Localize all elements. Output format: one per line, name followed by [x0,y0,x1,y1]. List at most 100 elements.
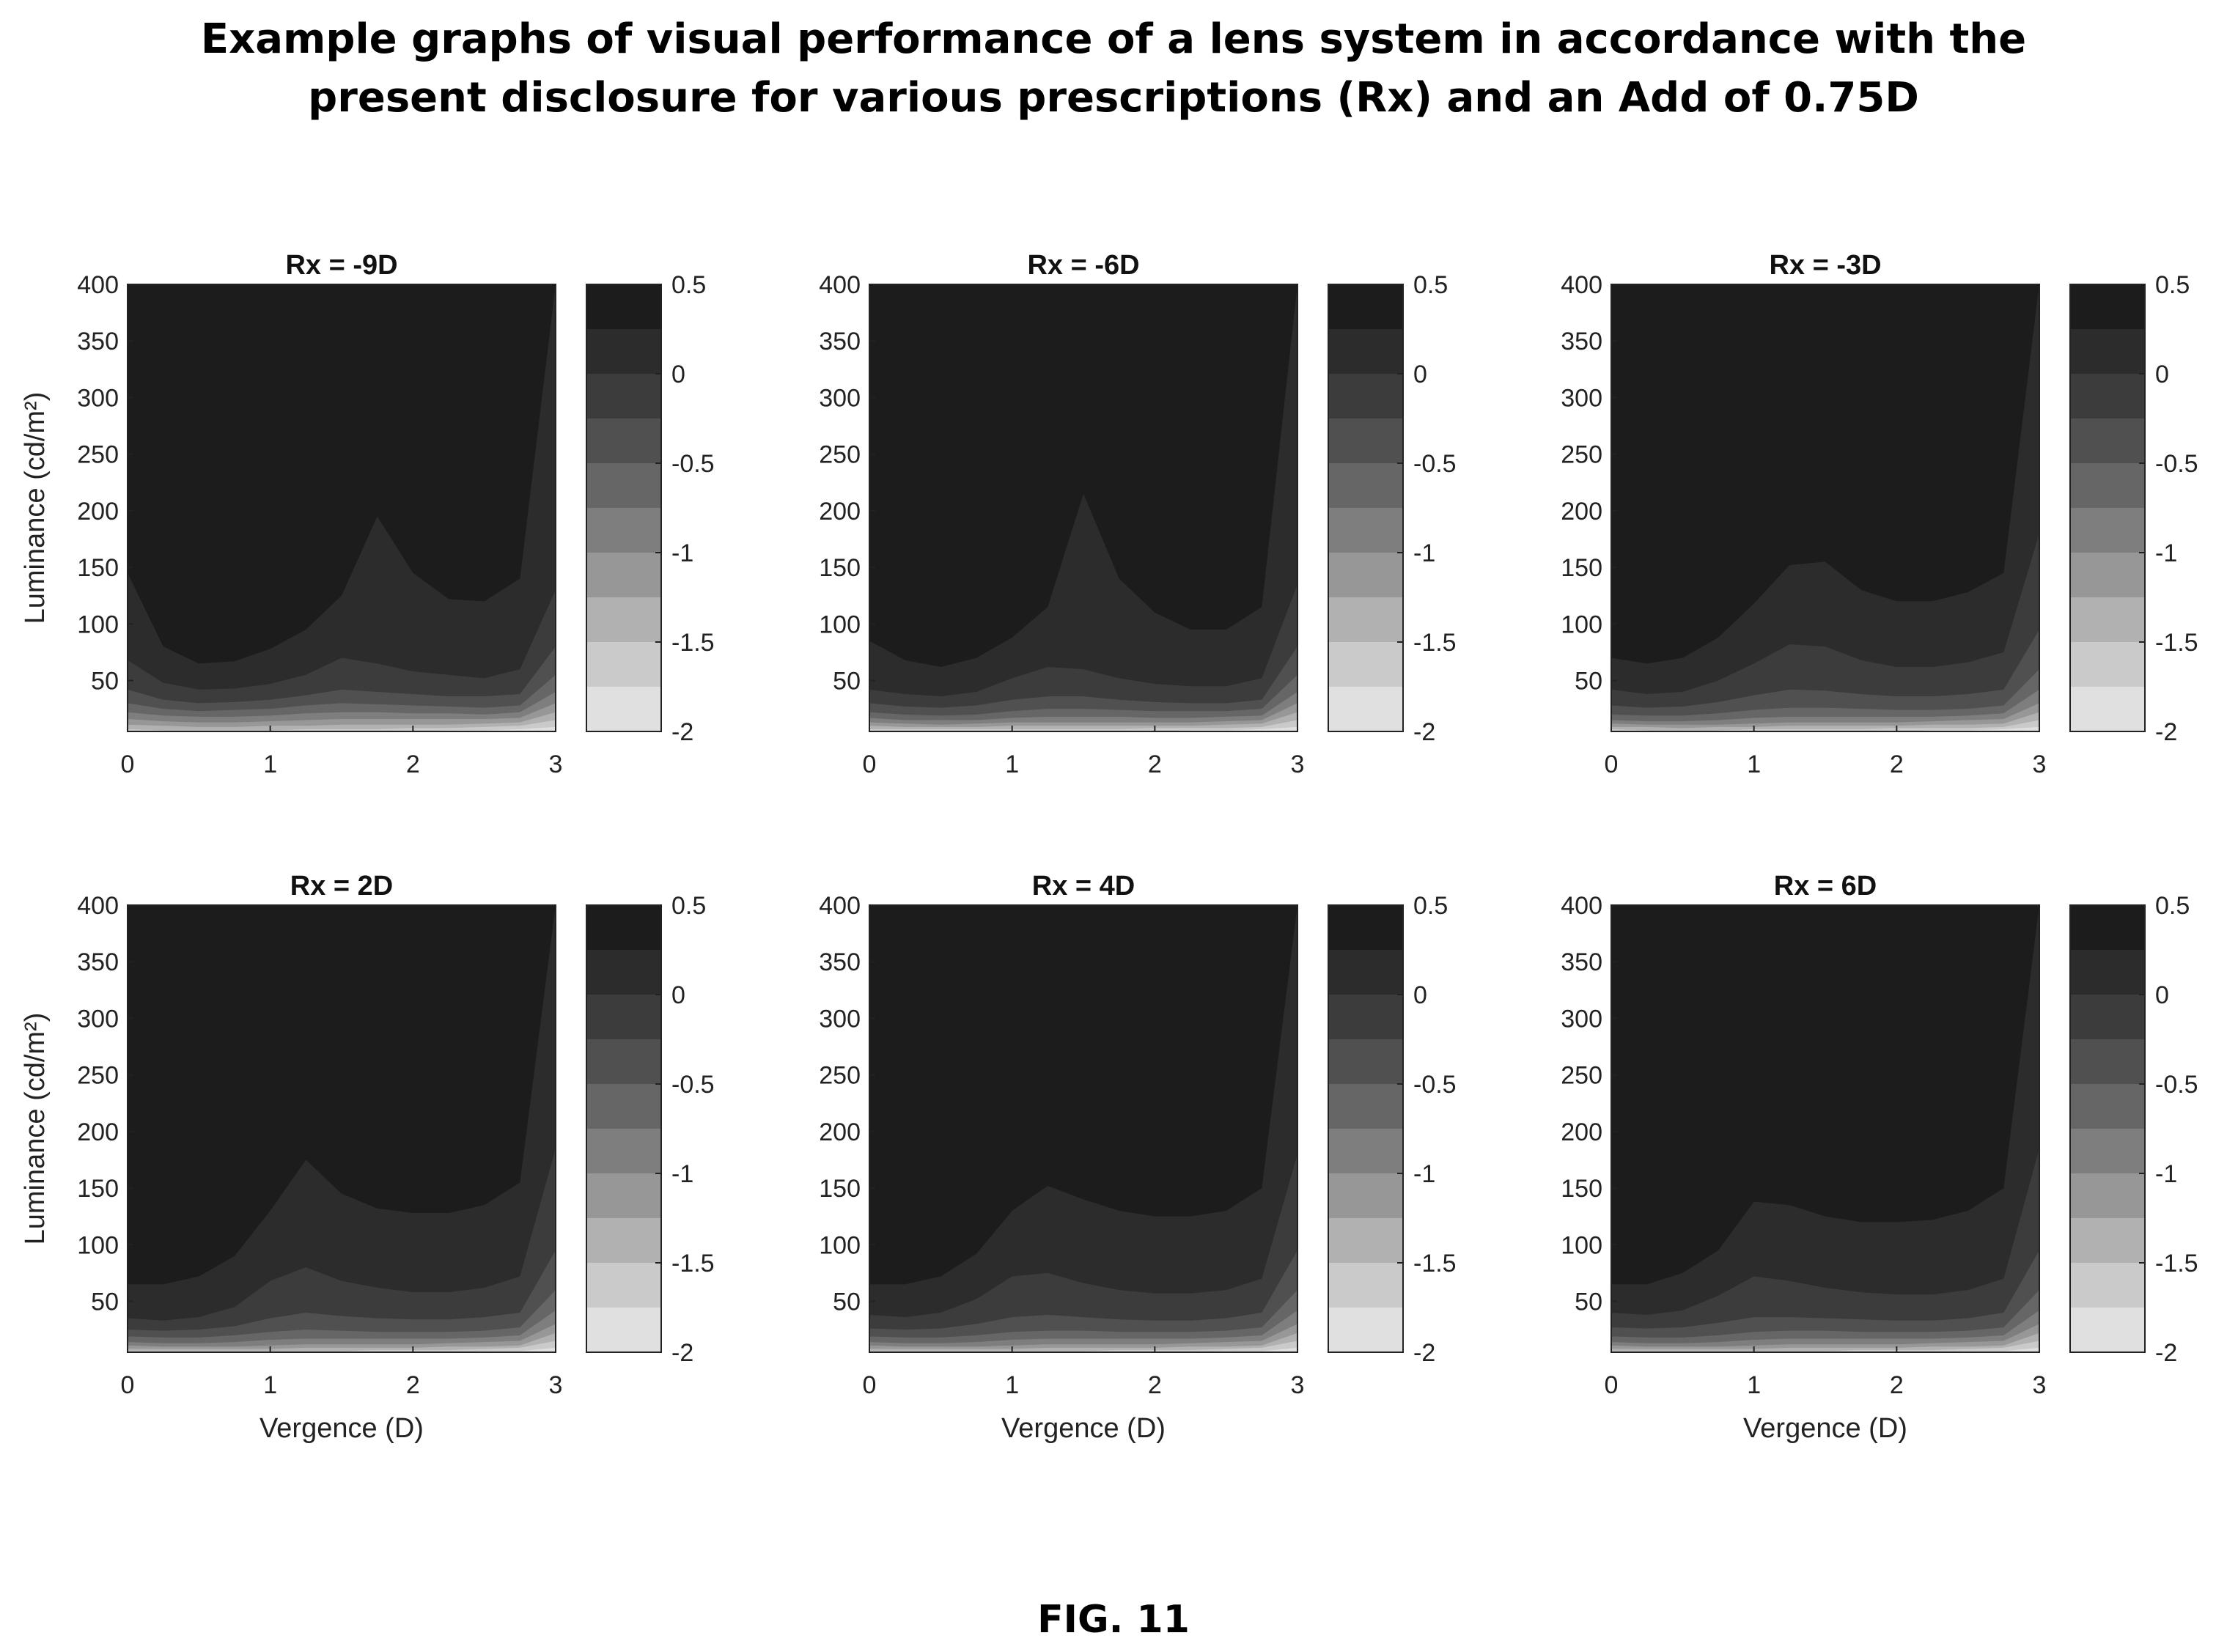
contour-band-1 [128,905,556,1352]
colorbar-segment [2070,995,2145,1040]
plot-title: Rx = 6D [1774,871,1877,901]
colorbar-segment [2070,1084,2145,1129]
contour-band-2 [869,584,1297,731]
colorbar-tick-label: -1.5 [1413,629,1457,657]
colorbar-segment [2070,642,2145,687]
colorbar-segment [586,1039,661,1085]
y-tick-label: 300 [1561,1005,1602,1033]
contour-band-8 [869,720,1297,731]
colorbar-segment [586,1084,661,1129]
contour-bands [1611,905,2039,1352]
colorbar-segment [586,508,661,553]
contour-band-6 [1611,703,2039,731]
colorbar-segment [586,642,661,687]
x-tick-label: 1 [1747,751,1761,778]
colorbar-tick-label: -0.5 [2155,450,2198,478]
y-tick-label: 400 [77,892,119,920]
contour-band-3 [869,1250,1297,1352]
y-tick-label: 400 [819,271,861,299]
colorbar-segment [2070,418,2145,464]
colorbar-segment [586,418,661,464]
colorbar-segment [2070,1308,2145,1353]
colorbar-tick-label: 0.5 [1413,271,1448,299]
x-tick-label: 2 [1890,751,1904,778]
colorbar-segment [2070,1129,2145,1174]
colorbar-tick-label: -0.5 [1413,450,1457,478]
figure-title-line-2: present disclosure for various prescript… [308,74,1919,122]
colorbar-segment [2070,284,2145,330]
plot-title: Rx = -6D [1027,250,1139,281]
x-tick-label: 0 [121,751,135,778]
contour-band-4 [869,674,1297,731]
colorbar-tick-label: 0 [671,981,685,1009]
colorbar-segment [586,1218,661,1264]
y-tick-label: 50 [833,1288,861,1316]
colorbar-segment [1328,905,1403,951]
y-tick-label: 150 [819,1175,861,1203]
contour-band-3 [128,1250,556,1352]
colorbar-tick-label: -1.5 [671,629,715,657]
x-tick-label: 2 [406,1371,420,1399]
figure-title-line-1: Example graphs of visual performance of … [200,15,2027,63]
contour-band-2 [128,1148,556,1352]
contour-band-7 [869,712,1297,731]
colorbar-tick-label: -0.5 [671,450,715,478]
y-tick-label: 150 [819,554,861,582]
contour-band-4 [128,1290,556,1352]
colorbar-segment [2070,597,2145,643]
contour-band-8 [1611,720,2039,731]
colorbar-frame [1328,284,1404,732]
colorbar-segment [1328,508,1403,553]
contour-band-6 [869,1324,1297,1352]
colorbar: 0.5 0 -0.5 -1 -1.5 -2 [1328,892,1457,1367]
x-tick-label: 0 [863,751,877,778]
y-tick-label: 350 [819,328,861,355]
colorbar-segment [2070,1218,2145,1264]
y-tick-label: 300 [819,384,861,412]
x-tick-label: 1 [1747,1371,1761,1399]
contour-bands [1611,284,2039,731]
colorbar-segment [586,995,661,1040]
y-tick-label: 400 [819,892,861,920]
colorbar: 0.50-0.5-1-1.5-2-10logMAR [2069,892,2198,1367]
contour-band-2 [1611,533,2039,731]
plot-frame [127,284,556,732]
colorbar-tick-label: -1 [1413,539,1435,567]
plot-frame [1611,904,2040,1353]
colorbar-segment [2070,687,2145,732]
y-tick-label: 300 [77,1005,119,1033]
colorbar-segment [2070,374,2145,419]
colorbar-segment [586,950,661,995]
colorbar-segment [1328,418,1403,464]
x-tick-label: 3 [1291,751,1305,778]
colorbar-tick-label: 0.5 [2155,892,2190,920]
contour-band-9 [128,726,556,731]
colorbar-segment [1328,1084,1403,1129]
colorbar-segment [1328,1129,1403,1174]
contour-band-6 [1611,1324,2039,1352]
contour-bands [128,905,556,1352]
colorbar: 0.5 0 -0.5 -1 -1.5 -2 [586,892,715,1367]
y-tick-label: 250 [819,1062,861,1090]
y-tick-label: 400 [1561,892,1602,920]
colorbar-tick-label: 0.5 [2155,271,2190,299]
colorbar-tick-label: 0.5 [1413,892,1448,920]
contour-band-8 [128,720,556,731]
x-tick-label: 1 [1005,1371,1019,1399]
colorbar-segment [1328,463,1403,509]
y-tick-label: 50 [91,1288,119,1316]
colorbar-segment [586,553,661,598]
contour-band-3 [1611,630,2039,731]
x-axis-label: Vergence (D) [1743,1413,1907,1444]
colorbar: 0.50-0.5-1-1.5-2-10logMAR [2069,271,2198,746]
y-tick-label: 100 [1561,611,1602,638]
contour-band-3 [1611,1250,2039,1352]
contour-band-6 [128,1324,556,1352]
colorbar-segment [586,905,661,951]
contour-band-6 [869,703,1297,731]
y-tick-label: 100 [77,1231,119,1259]
colorbar-segment [586,687,661,732]
x-axis-label: Vergence (D) [259,1413,424,1444]
